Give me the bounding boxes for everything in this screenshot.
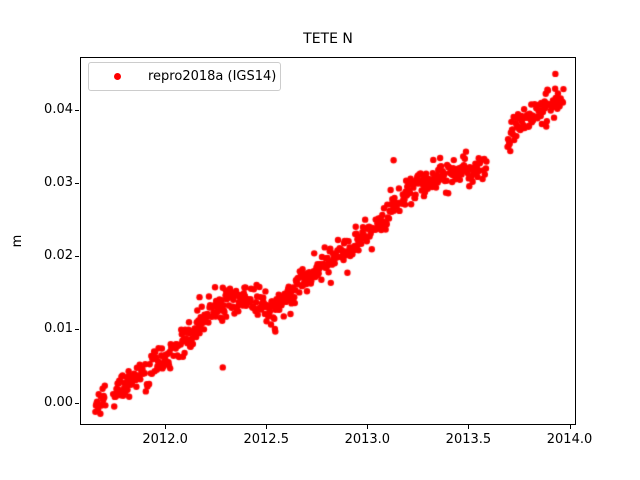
- y-tick-label: 0.01: [44, 321, 73, 337]
- y-tick-mark: [75, 109, 79, 111]
- y-tick-label: 0.02: [44, 248, 73, 264]
- x-tick-label: 2012.0: [142, 432, 188, 447]
- x-tick-label: 2012.5: [243, 432, 289, 447]
- y-tick-label: 0.03: [44, 174, 73, 190]
- x-tick-mark: [367, 425, 369, 429]
- scatter-points-canvas: [81, 58, 575, 424]
- x-tick-mark: [569, 425, 571, 429]
- x-tick-mark: [266, 425, 268, 429]
- y-tick-mark: [75, 182, 79, 184]
- y-tick-mark: [75, 402, 79, 404]
- plot-title: TETE N: [303, 31, 353, 47]
- x-tick-mark: [165, 425, 167, 429]
- legend-marker-dot: [114, 73, 121, 80]
- y-axis-label: m: [10, 234, 25, 248]
- x-tick-label: 2014.0: [546, 432, 593, 447]
- y-tick-label: 0.04: [44, 101, 73, 117]
- y-tick-mark: [75, 329, 79, 331]
- x-tick-label: 2013.0: [344, 432, 391, 447]
- x-tick-label: 2013.5: [445, 432, 492, 447]
- plot-area: [80, 57, 576, 425]
- x-tick-mark: [468, 425, 470, 429]
- legend-label: repro2018a (IGS14): [148, 69, 277, 84]
- legend: repro2018a (IGS14): [88, 62, 281, 91]
- y-tick-label: 0.00: [44, 394, 73, 410]
- y-tick-mark: [75, 256, 79, 258]
